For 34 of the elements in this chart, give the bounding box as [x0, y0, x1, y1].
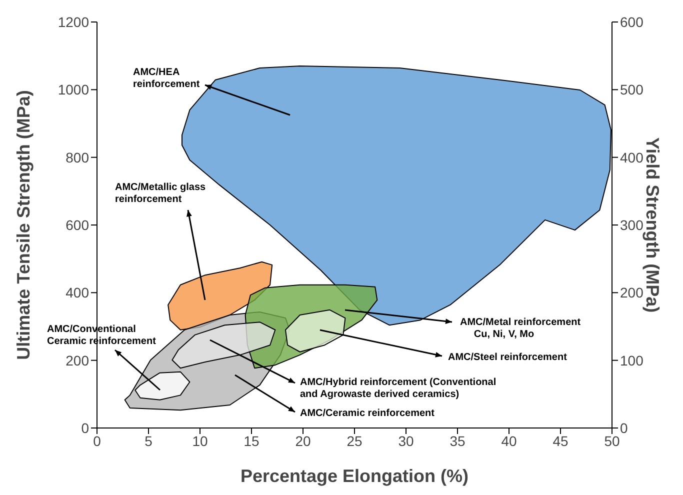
- y2-tick-label: 0: [620, 420, 628, 436]
- y-tick-label: 800: [66, 149, 90, 166]
- y2-tick-label: 500: [620, 82, 644, 98]
- annotation: AMC/Metal reinforcement Cu, Ni, V, Mo: [460, 317, 582, 340]
- x-tick-label: 15: [244, 432, 260, 449]
- y2-tick-label: 400: [620, 149, 644, 166]
- x-tick-label: 0: [93, 432, 102, 449]
- y-axis-title: Ultimate Tensile Strength (MPa): [13, 90, 34, 360]
- y2-axis-title: Yield Strength (MPa): [642, 137, 663, 313]
- y2-tick-label: 300: [620, 216, 644, 233]
- y-tick-label: 1000: [58, 82, 90, 98]
- y-tick-label: 0: [81, 420, 90, 436]
- y-tick-label: 1200: [58, 14, 90, 30]
- y-tick-label: 600: [66, 216, 90, 233]
- annotation: AMC/Metallic glass reinforcement: [115, 182, 206, 205]
- x-tick-label: 35: [450, 432, 466, 449]
- x-tick-label: 40: [501, 432, 517, 449]
- annotation: AMC/HEA reinforcement: [133, 67, 200, 90]
- y-tick-label: 200: [66, 352, 90, 368]
- x-tick-label: 25: [346, 432, 362, 449]
- y2-tick-label: 600: [620, 14, 644, 30]
- y2-tick-label: 200: [620, 284, 644, 301]
- x-tick-label: 45: [552, 432, 568, 449]
- x-tick-label: 30: [398, 432, 414, 449]
- annotation: AMC/Steel reinforcement: [448, 352, 568, 363]
- x-axis-title: Percentage Elongation (%): [240, 466, 469, 486]
- annotation: AMC/Ceramic reinforcement: [300, 408, 436, 419]
- y-tick-label: 400: [66, 284, 90, 301]
- x-tick-label: 50: [604, 432, 620, 449]
- x-tick-label: 20: [295, 432, 311, 449]
- annotation: AMC/Hybrid reinforcement (Conventional and Agrowaste derived ceramics): [300, 377, 496, 400]
- x-tick-label: 10: [192, 432, 208, 449]
- y2-tick-label: 100: [620, 352, 644, 368]
- x-tick-label: 5: [144, 432, 153, 449]
